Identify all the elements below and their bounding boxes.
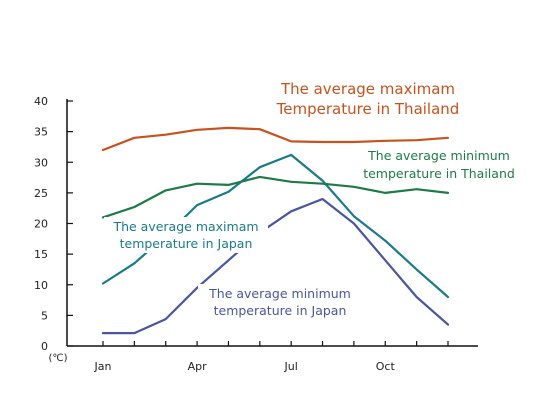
annotations: The average maximam Temperature in Thaila…: [104, 80, 515, 320]
series-label-thai-min: The average minimum: [367, 148, 510, 163]
y-tick-label: 15: [34, 248, 48, 261]
series-line-thai-max: [101, 126, 450, 152]
y-tick-label: 10: [34, 279, 48, 292]
y-tick-label: 30: [34, 156, 48, 169]
y-tick-label: 25: [34, 187, 48, 200]
series-line-japan-min: [101, 197, 450, 335]
series-label-japan-min: The average minimum: [208, 286, 351, 301]
series-label-japan-max: temperature in Japan: [120, 236, 253, 251]
annotation-bg-japan-min: [198, 284, 362, 320]
x-tick-label-jul: Jul: [284, 360, 298, 373]
axes: 0 5 10 15 20 25 30 35 40 (℃) Jan Apr Jul Oct: [34, 95, 478, 373]
y-tick-label: 35: [34, 126, 48, 139]
x-tick-label-jan: Jan: [94, 360, 112, 373]
series-label-thai-max: Temperature in Thailand: [276, 100, 460, 118]
x-tick-label-apr: Apr: [188, 360, 208, 373]
x-tick-label-oct: Oct: [376, 360, 396, 373]
series-label-japan-max: The average maximam: [112, 219, 258, 234]
y-tick-label: 20: [34, 218, 48, 231]
series-label-japan-min: temperature in Japan: [214, 303, 347, 318]
y-tick-label: 0: [41, 340, 48, 353]
y-tick-label: 40: [34, 95, 48, 108]
y-tick-label: 5: [41, 309, 48, 322]
y-unit-label: (℃): [48, 353, 67, 364]
series-label-thai-min: temperature in Thailand: [363, 166, 515, 181]
series-line-thai-min: [101, 175, 450, 219]
annotation-bg-japan-max: [104, 217, 268, 253]
series-label-thai-max: The average maximam: [280, 80, 455, 98]
